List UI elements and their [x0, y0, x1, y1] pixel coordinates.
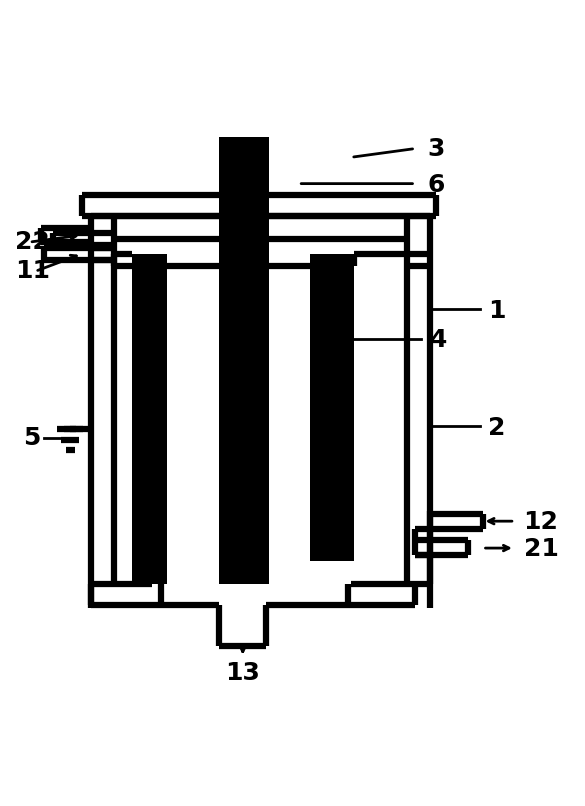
Bar: [132, 254, 167, 584]
Text: 6: 6: [427, 172, 445, 197]
Text: 11: 11: [15, 260, 50, 284]
Text: 2: 2: [488, 416, 506, 439]
Text: 12: 12: [524, 510, 559, 534]
Bar: [219, 195, 269, 584]
Text: 22: 22: [15, 231, 49, 254]
Text: 1: 1: [488, 298, 506, 322]
Text: 5: 5: [23, 426, 41, 450]
Text: 21: 21: [524, 538, 559, 561]
Bar: [310, 254, 354, 561]
Text: 4: 4: [430, 328, 448, 352]
Text: 13: 13: [225, 661, 260, 685]
Text: 3: 3: [427, 137, 445, 161]
Bar: [219, 137, 269, 195]
